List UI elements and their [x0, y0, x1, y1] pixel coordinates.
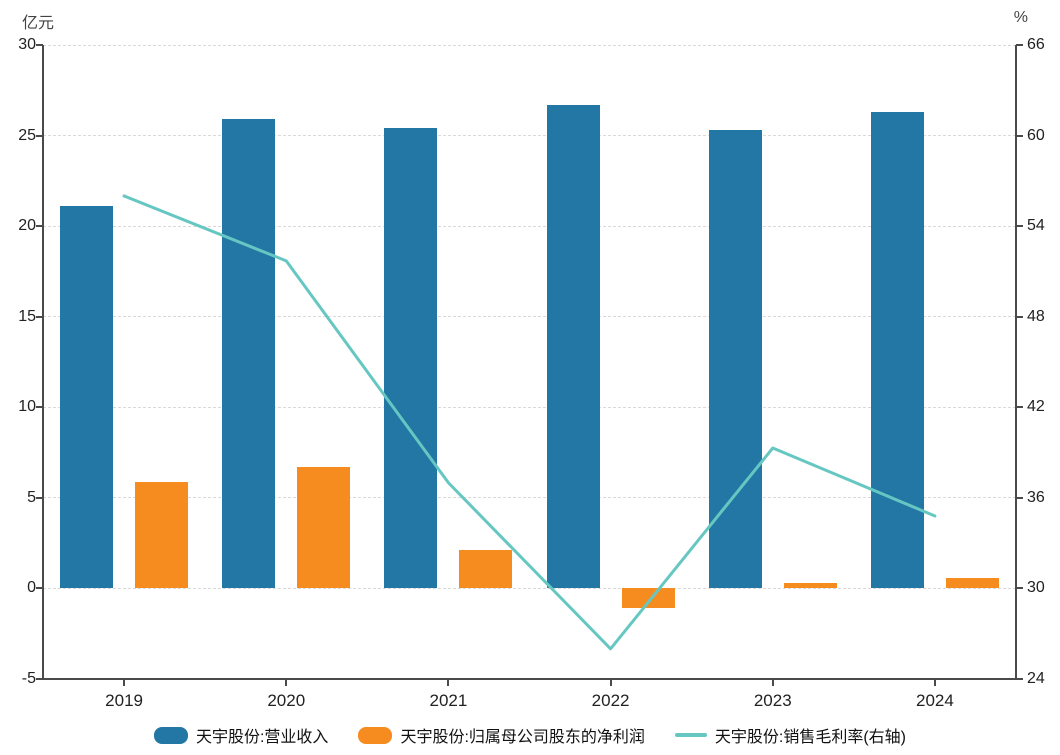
left-axis-line [42, 45, 44, 679]
right-axis-tick [1016, 678, 1023, 680]
bar-revenue-2023[interactable] [708, 130, 762, 589]
gridline [43, 587, 1016, 589]
x-axis-label-2019: 2019 [105, 691, 143, 710]
right-axis-tick-label: 30 [1027, 579, 1045, 597]
right-axis-tick [1016, 587, 1023, 590]
right-axis-tick-label: 48 [1027, 307, 1045, 325]
bar-profit-2023[interactable] [783, 582, 837, 589]
x-axis-tick [447, 680, 450, 686]
x-axis-label-2022: 2022 [591, 691, 630, 710]
gridline [43, 44, 1016, 46]
left-axis-tick-label: 10 [18, 398, 36, 416]
right-axis-tick [1016, 134, 1023, 137]
x-axis-tick [933, 680, 936, 686]
gridline [43, 316, 1016, 318]
bar-revenue-2021[interactable] [384, 128, 438, 589]
profit-swatch-icon [358, 726, 393, 744]
bar-profit-2019[interactable] [135, 481, 189, 589]
left-axis-tick-label: 25 [18, 126, 36, 144]
right-axis-unit-label: % [1013, 9, 1028, 26]
gridline [43, 406, 1016, 408]
bar-revenue-2019[interactable] [60, 206, 114, 589]
x-axis-label-2021: 2021 [429, 691, 468, 710]
legend-item-revenue[interactable]: 天宇股份:营业收入 [153, 723, 329, 747]
right-axis-tick-label: 24 [1027, 670, 1045, 687]
left-axis-tick-label: 15 [18, 307, 36, 325]
left-axis-unit-label: 亿元 [22, 15, 55, 32]
revenue-swatch-icon [153, 726, 188, 744]
bar-profit-2024[interactable] [945, 577, 999, 589]
right-axis-tick [1016, 225, 1023, 228]
x-axis-label-2020: 2020 [267, 691, 306, 710]
left-axis-tick-label: 0 [27, 579, 36, 597]
right-axis-tick [1016, 315, 1023, 318]
left-axis-tick [36, 496, 43, 499]
legend: 天宇股份:营业收入 天宇股份:归属母公司股东的净利润 天宇股份:销售毛利率(右轴… [0, 723, 1060, 747]
right-axis-tick-label: 60 [1027, 126, 1045, 144]
right-axis-tick [1016, 44, 1023, 46]
legend-item-profit[interactable]: 天宇股份:归属母公司股东的净利润 [358, 723, 645, 747]
margin-line-swatch-icon [674, 733, 707, 737]
legend-item-margin[interactable]: 天宇股份:销售毛利率(右轴) [674, 723, 906, 747]
right-axis-tick [1016, 496, 1023, 499]
gridline [43, 135, 1016, 137]
x-axis-tick [285, 680, 288, 686]
x-axis-label-2023: 2023 [753, 691, 792, 710]
gridline [43, 497, 1016, 499]
right-axis-tick-label: 66 [1027, 36, 1045, 53]
margin-line[interactable] [122, 194, 937, 651]
right-axis-tick-label: 36 [1027, 488, 1045, 506]
x-axis-tick [771, 680, 774, 686]
left-axis-tick [36, 315, 43, 318]
right-axis-tick [1016, 406, 1023, 409]
left-axis-tick [36, 678, 43, 680]
bar-profit-2020[interactable] [297, 467, 351, 589]
legend-label-profit: 天宇股份:归属母公司股东的净利润 [400, 729, 645, 746]
bar-revenue-2020[interactable] [222, 119, 276, 589]
left-axis-tick-label: -5 [21, 670, 36, 687]
x-axis-tick [123, 680, 126, 686]
legend-label-margin: 天宇股份:销售毛利率(右轴) [714, 729, 906, 746]
left-axis-tick-label: 5 [27, 488, 36, 506]
x-axis-line [42, 678, 1017, 680]
left-axis-tick-label: 30 [18, 36, 36, 53]
bar-revenue-2022[interactable] [546, 104, 600, 589]
right-axis-line [1015, 45, 1017, 679]
right-axis-tick-label: 42 [1027, 398, 1045, 416]
legend-label-revenue: 天宇股份:营业收入 [195, 729, 329, 746]
left-axis-tick [36, 587, 43, 590]
right-axis-tick-label: 54 [1027, 217, 1045, 235]
bar-profit-2022[interactable] [621, 588, 675, 609]
left-axis-tick [36, 406, 43, 409]
x-axis-label-2024: 2024 [915, 691, 954, 710]
gridline [43, 225, 1016, 227]
left-axis-tick [36, 225, 43, 228]
left-axis-tick [36, 44, 43, 46]
x-axis-tick [609, 680, 612, 686]
left-axis-tick-label: 20 [18, 217, 36, 235]
left-axis-tick [36, 134, 43, 137]
bar-profit-2021[interactable] [459, 550, 513, 589]
